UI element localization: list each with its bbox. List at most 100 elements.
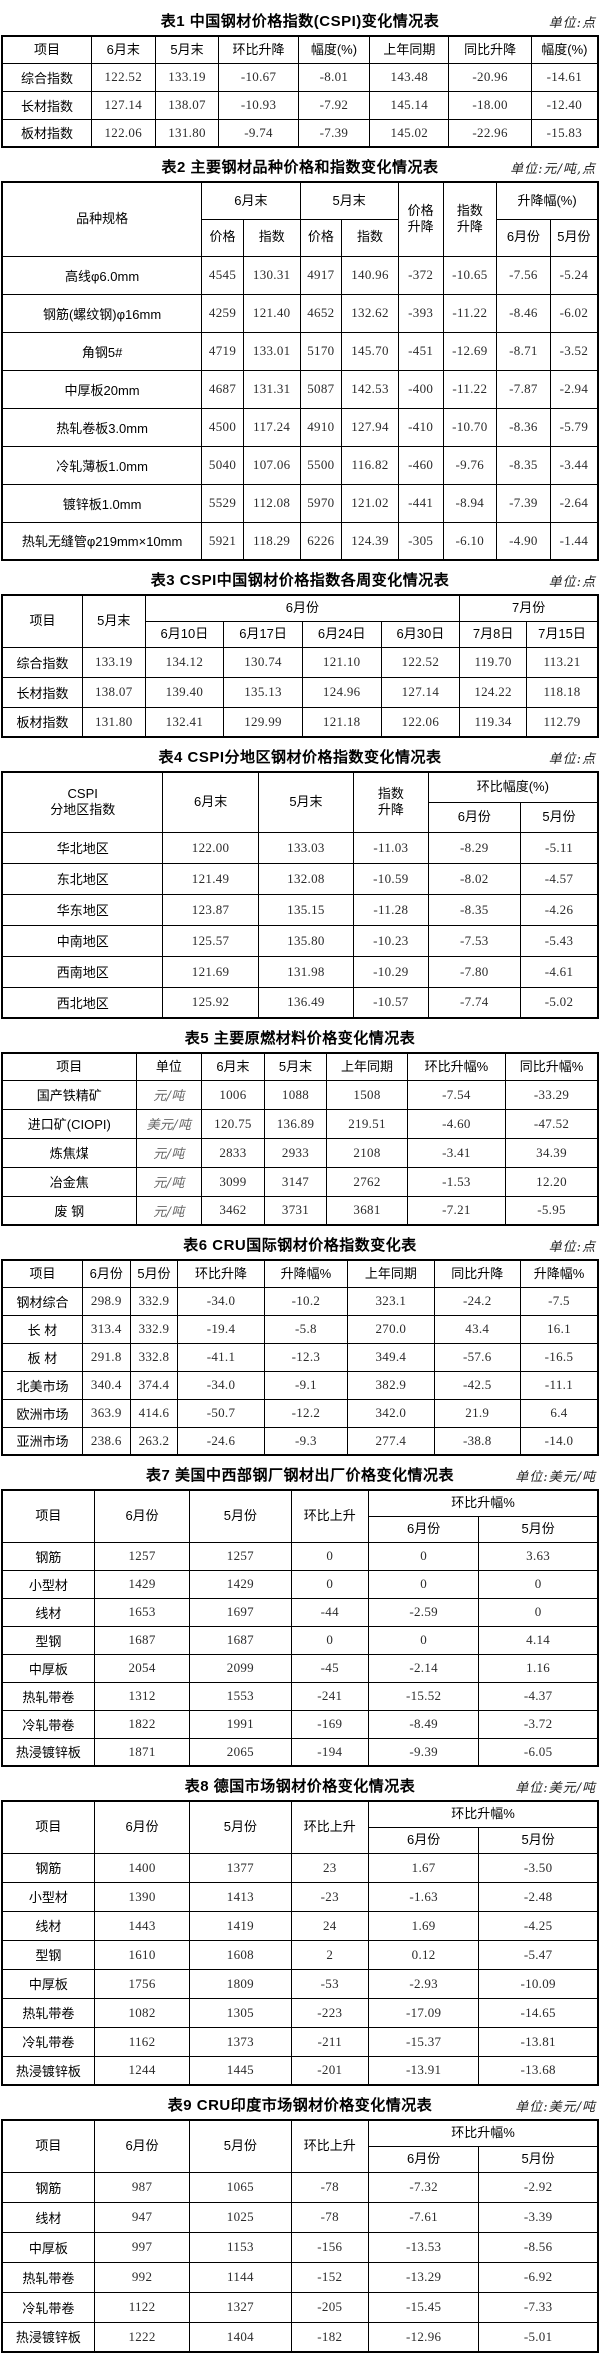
table-cell: -8.36 (496, 407, 551, 447)
table-cell: -3.50 (478, 1852, 599, 1883)
table-cell: -2.59 (368, 1597, 480, 1627)
header-row: 项目 单位 6月末 5月末 上年同期 环比升幅% 同比升幅% (1, 1052, 599, 1081)
table-cell: 138.07 (81, 676, 146, 708)
table-cell: -11.22 (442, 293, 498, 333)
table-cell: 127.94 (341, 407, 399, 447)
table-cell: 5170 (299, 331, 343, 371)
row-label: 钢筋 (1, 1541, 95, 1571)
table-cell: 121.40 (242, 293, 301, 333)
table-row: 东北地区 121.49 132.08 -10.59 -8.02 -4.57 (1, 862, 599, 895)
table-cell: -1.63 (368, 1881, 480, 1912)
column-header: 5月份 (478, 2145, 599, 2173)
table-row: 冷轧带卷 1162 1373 -211 -15.37 -13.81 (1, 2026, 599, 2057)
table-cell: 992 (93, 2261, 191, 2293)
table-cell: 112.08 (242, 483, 301, 523)
column-header: 上年同期 (326, 1052, 408, 1081)
table-title: 表5 主要原燃材料价格变化情况表 (184, 1030, 416, 1047)
table-cell: -12.69 (442, 331, 498, 371)
header-row: 6月10日 6月17日 6月24日 6月30日 7月8日 7月15日 (2, 620, 599, 648)
table-cell: -10.2 (263, 1286, 349, 1316)
row-label: 冷轧薄板1.0mm (1, 445, 203, 485)
row-label: 小型材 (1, 1881, 95, 1912)
table-cell: -410 (397, 407, 444, 447)
cru-international-index-table: 项目 6月份 5月份 环比升降 升降幅% 上年同期 同比升降 升降幅% 钢材综合 298.9 332… (1, 1259, 599, 1456)
table-cell: -10.93 (218, 90, 299, 120)
table-2-section: 表2 主要钢材品种价格和指数变化情况表 单位:元/吨,点 品种规格 6月末 5月末价… (1, 150, 599, 561)
table-cell: -22.96 (448, 118, 532, 148)
table-cell: -14.0 (519, 1426, 599, 1456)
table-row: 冷轧薄板1.0mm 5040 107.06 5500 116.82 -460 -9.76 -8… (1, 445, 599, 485)
table-cell: -2.64 (549, 483, 599, 523)
table-cell: -2.93 (368, 1968, 480, 1999)
column-header: 环比升幅% (368, 2119, 599, 2147)
table-cell: 143.48 (369, 62, 450, 92)
table-5-section: 表5 主要原燃材料价格变化情况表 项目 单位 6月末 5月末 上年同期 环比升幅% 同比升幅… (1, 1021, 599, 1226)
table-cell: 0 (368, 1569, 480, 1599)
table-row: 角钢5# 4719 133.01 5170 145.70 -451 -12.69 -8.71-… (1, 331, 599, 371)
column-header: 6月份 (368, 2145, 480, 2173)
table-unit: 单位:点 (548, 1240, 596, 1255)
table-cell: 0 (290, 1625, 370, 1655)
header-row: 项目 6月份 5月份 环比上升 环比升幅% (1, 1489, 599, 1543)
row-label: 西南地区 (1, 955, 164, 988)
table-cell: 元/吨 (135, 1137, 203, 1168)
table-cell: -11.1 (519, 1370, 599, 1400)
table-cell: 124.96 (301, 676, 382, 708)
table-cell: -8.49 (368, 1709, 480, 1739)
table-title: 表8 德国市场钢材价格变化情况表 (184, 1778, 416, 1795)
table-cell: -4.25 (478, 1910, 599, 1941)
table-caption: 表1 中国钢材价格指数(CSPI)变化情况表 单位:点 (1, 4, 599, 35)
header-row: 价格 指数 价格 指数 6月份 5月份 (2, 218, 599, 257)
table-cell: -78 (290, 2171, 370, 2203)
row-label: 板材指数 (1, 706, 83, 738)
column-header: 指数 升降 (353, 771, 429, 833)
table-cell: -7.33 (478, 2291, 599, 2323)
table-cell: -42.5 (433, 1370, 521, 1400)
table-cell: 1697 (189, 1597, 292, 1627)
table-cell: 5040 (201, 445, 244, 485)
table-cell: 5087 (299, 369, 343, 409)
table-cell: -10.70 (442, 407, 498, 447)
table-cell: 4259 (201, 293, 244, 333)
row-label: 亚洲市场 (1, 1426, 83, 1456)
table-cell: -10.67 (218, 62, 299, 92)
table-row: 板 材 291.8 332.8 -41.1 -12.3 349.4 -57.6 -16.5 (1, 1342, 599, 1372)
table-cell: 1390 (93, 1881, 191, 1912)
table-cell: -152 (290, 2261, 370, 2293)
table-cell: -13.81 (478, 2026, 599, 2057)
table-title: 表2 主要钢材品种价格和指数变化情况表 (161, 159, 439, 176)
table-cell: 135.13 (223, 676, 303, 708)
column-header: 单位 (135, 1052, 203, 1081)
table-row: 长材指数 138.07 139.40 135.13 124.96 127.14 124.22… (1, 676, 599, 708)
column-header: 5月份 (478, 1515, 599, 1543)
column-header: 同比升降 (448, 35, 532, 64)
table-cell: -14.61 (530, 62, 599, 92)
row-label: 角钢5# (1, 331, 203, 371)
row-label: 钢筋 (1, 2171, 95, 2203)
table-cell: 382.9 (347, 1370, 435, 1400)
table-cell: 118.18 (525, 676, 599, 708)
main-steel-products-table: 品种规格 6月末 5月末 价格 升降 指数 升降 升降幅(%) 价格 指数 价格 指数 6月份 5月份… (1, 181, 599, 561)
table-cell: -4.57 (520, 862, 599, 895)
table-cell: -7.39 (297, 118, 371, 148)
table-cell: 1122 (93, 2291, 191, 2323)
table-cell: 124.39 (341, 521, 399, 561)
table-cell: -10.65 (442, 255, 498, 295)
table-cell: 16.1 (519, 1314, 599, 1344)
table-cell: 1404 (189, 2321, 292, 2353)
table-cell: -17.09 (368, 1997, 480, 2028)
table-cell: 1991 (189, 1709, 292, 1739)
column-header: 同比升幅% (505, 1052, 599, 1081)
table-row: 冷轧带卷 1822 1991 -169 -8.49 -3.72 (1, 1709, 599, 1739)
table-cell: 132.62 (341, 293, 399, 333)
regional-cspi-table: CSPI 分地区指数 6月末 5月末 指数 升降 环比幅度(%) 6月份 5月份 华北地区 12… (1, 771, 599, 1019)
table-cell: -194 (290, 1737, 370, 1767)
column-header: 项目 (1, 1259, 83, 1288)
table-cell: -33.29 (505, 1079, 599, 1110)
table-cell: -10.59 (353, 862, 429, 895)
table-cell: 219.51 (326, 1108, 408, 1139)
table-cell: 122.06 (90, 118, 156, 148)
table-cell: -10.57 (353, 986, 429, 1019)
table-title: 表4 CSPI分地区钢材价格指数变化情况表 (158, 749, 442, 766)
table-unit: 单位:美元/吨 (515, 1781, 596, 1796)
